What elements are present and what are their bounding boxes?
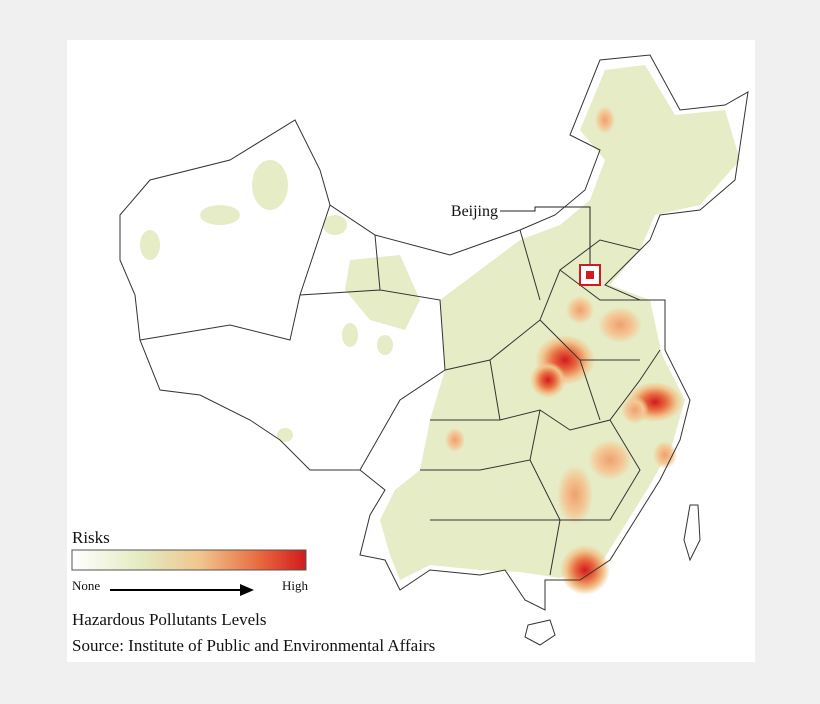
legend-low: None [72,578,100,593]
hotspot [653,441,677,469]
legend: Risks None High [71,528,309,596]
hotspot [530,362,566,398]
beijing-marker: Beijing [451,203,601,286]
legend-high: High [282,578,309,593]
hotspot [445,428,465,452]
hotspot [557,465,593,525]
caption-title: Hazardous Pollutants Levels [72,610,267,629]
province-border [139,204,661,576]
risk-area [200,205,240,225]
arrow-head [240,584,254,596]
hotspot [560,545,610,595]
leader-line [500,206,591,265]
color-scale [71,549,307,571]
marker-dot [586,271,594,279]
hotspot [598,307,642,343]
risk-area [342,323,358,347]
risk-area [323,215,347,235]
caption-source: Source: Institute of Public and Environm… [72,636,435,655]
country-border [119,54,749,611]
hotspot [566,296,594,324]
risk-area [377,335,393,355]
taiwan [683,504,701,562]
risk-area [252,160,288,210]
china-map [119,54,749,646]
legend-title: Risks [72,528,110,547]
risk-area [380,65,740,580]
risk-area [140,230,160,260]
hotspot [595,106,615,134]
risk-area [277,428,293,442]
hotspot [588,440,632,480]
hainan [524,619,556,646]
risk-area [345,255,420,330]
city-label: Beijing [451,203,498,220]
hotspot [621,396,649,424]
